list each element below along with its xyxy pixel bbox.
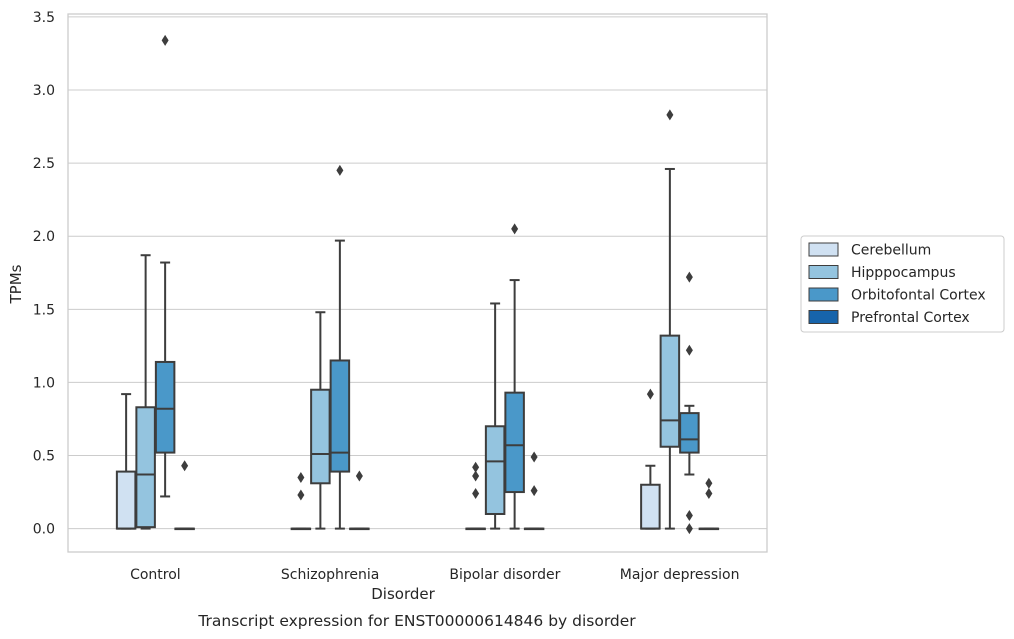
legend-swatch xyxy=(808,265,839,279)
x-tick-label: Major depression xyxy=(620,567,740,583)
legend-swatch xyxy=(808,287,839,302)
legend: Cerebellum Hipppocampus Orbitofontal Corte… xyxy=(800,235,1005,333)
box-group xyxy=(465,461,486,531)
y-axis-ticks: 0.0 0.5 1.0 1.5 2.0 2.5 3.0 3.5 xyxy=(33,10,55,538)
outlier-point xyxy=(472,470,480,482)
chart-caption: Transcript expression for ENST0000061484… xyxy=(197,612,636,630)
outlier-point xyxy=(530,485,538,497)
box xyxy=(154,360,176,454)
grid-lines xyxy=(68,16,767,530)
box-group xyxy=(135,254,156,530)
plot-border xyxy=(67,13,768,553)
legend-label: Orbitofontal Cortex xyxy=(851,288,986,304)
y-tick-label: 0.5 xyxy=(33,449,55,465)
y-tick-label: 0.0 xyxy=(33,522,55,538)
outlier-point xyxy=(336,164,344,176)
outlier-point xyxy=(297,471,305,483)
box-series xyxy=(115,34,720,535)
outlier-point xyxy=(646,388,654,400)
outlier-point xyxy=(181,460,189,472)
legend-swatch xyxy=(808,242,839,257)
box-group xyxy=(115,393,137,530)
outlier-point xyxy=(685,344,693,356)
outlier-point xyxy=(666,109,674,121)
box-group xyxy=(659,109,681,530)
y-tick-label: 3.0 xyxy=(33,83,55,99)
outlier-point xyxy=(530,451,538,463)
y-tick-label: 3.5 xyxy=(33,10,55,26)
box xyxy=(679,412,700,454)
box-group xyxy=(154,34,176,498)
box xyxy=(135,406,156,529)
y-tick-label: 1.0 xyxy=(33,375,55,391)
plot-frame xyxy=(67,13,768,553)
box xyxy=(640,483,661,530)
box-group xyxy=(290,471,312,531)
outlier-point xyxy=(705,488,713,500)
legend-label: Hipppocampus xyxy=(851,265,956,281)
outlier-point xyxy=(355,470,363,482)
box xyxy=(329,359,351,473)
outlier-point xyxy=(705,477,713,489)
x-tick-label: Bipolar disorder xyxy=(449,567,560,583)
box xyxy=(504,391,525,494)
box-group xyxy=(310,311,331,530)
box-group xyxy=(504,223,525,530)
box-group xyxy=(679,271,700,535)
legend-label: Prefrontal Cortex xyxy=(851,310,970,326)
x-tick-label: Schizophrenia xyxy=(281,567,379,583)
outlier-point xyxy=(297,489,305,501)
outlier-point xyxy=(685,271,693,283)
box-group xyxy=(640,388,661,530)
box-group xyxy=(329,164,351,530)
box-group xyxy=(174,460,195,531)
x-axis-ticks: Control Schizophrenia Bipolar disorder Majo… xyxy=(130,567,739,583)
legend-swatch xyxy=(808,310,839,324)
box-group xyxy=(484,302,506,530)
y-tick-label: 1.5 xyxy=(33,302,55,318)
y-axis-label: TPMs xyxy=(7,264,25,304)
outlier-point xyxy=(472,488,480,500)
outlier-point xyxy=(472,461,480,473)
box xyxy=(310,388,331,485)
y-tick-label: 2.0 xyxy=(33,229,55,245)
box xyxy=(484,425,506,515)
x-tick-label: Control xyxy=(130,567,181,583)
legend-frame xyxy=(800,235,1005,333)
outlier-point xyxy=(511,223,519,235)
box-group xyxy=(349,470,370,531)
box xyxy=(115,470,137,530)
box xyxy=(659,334,681,448)
x-axis-label: Disorder xyxy=(371,585,435,603)
outlier-point xyxy=(685,523,693,535)
y-tick-label: 2.5 xyxy=(33,156,55,172)
legend-label: Cerebellum xyxy=(851,243,931,259)
box-group xyxy=(698,477,720,531)
outlier-point xyxy=(685,509,693,521)
box-group xyxy=(523,451,545,531)
outlier-point xyxy=(161,34,169,46)
